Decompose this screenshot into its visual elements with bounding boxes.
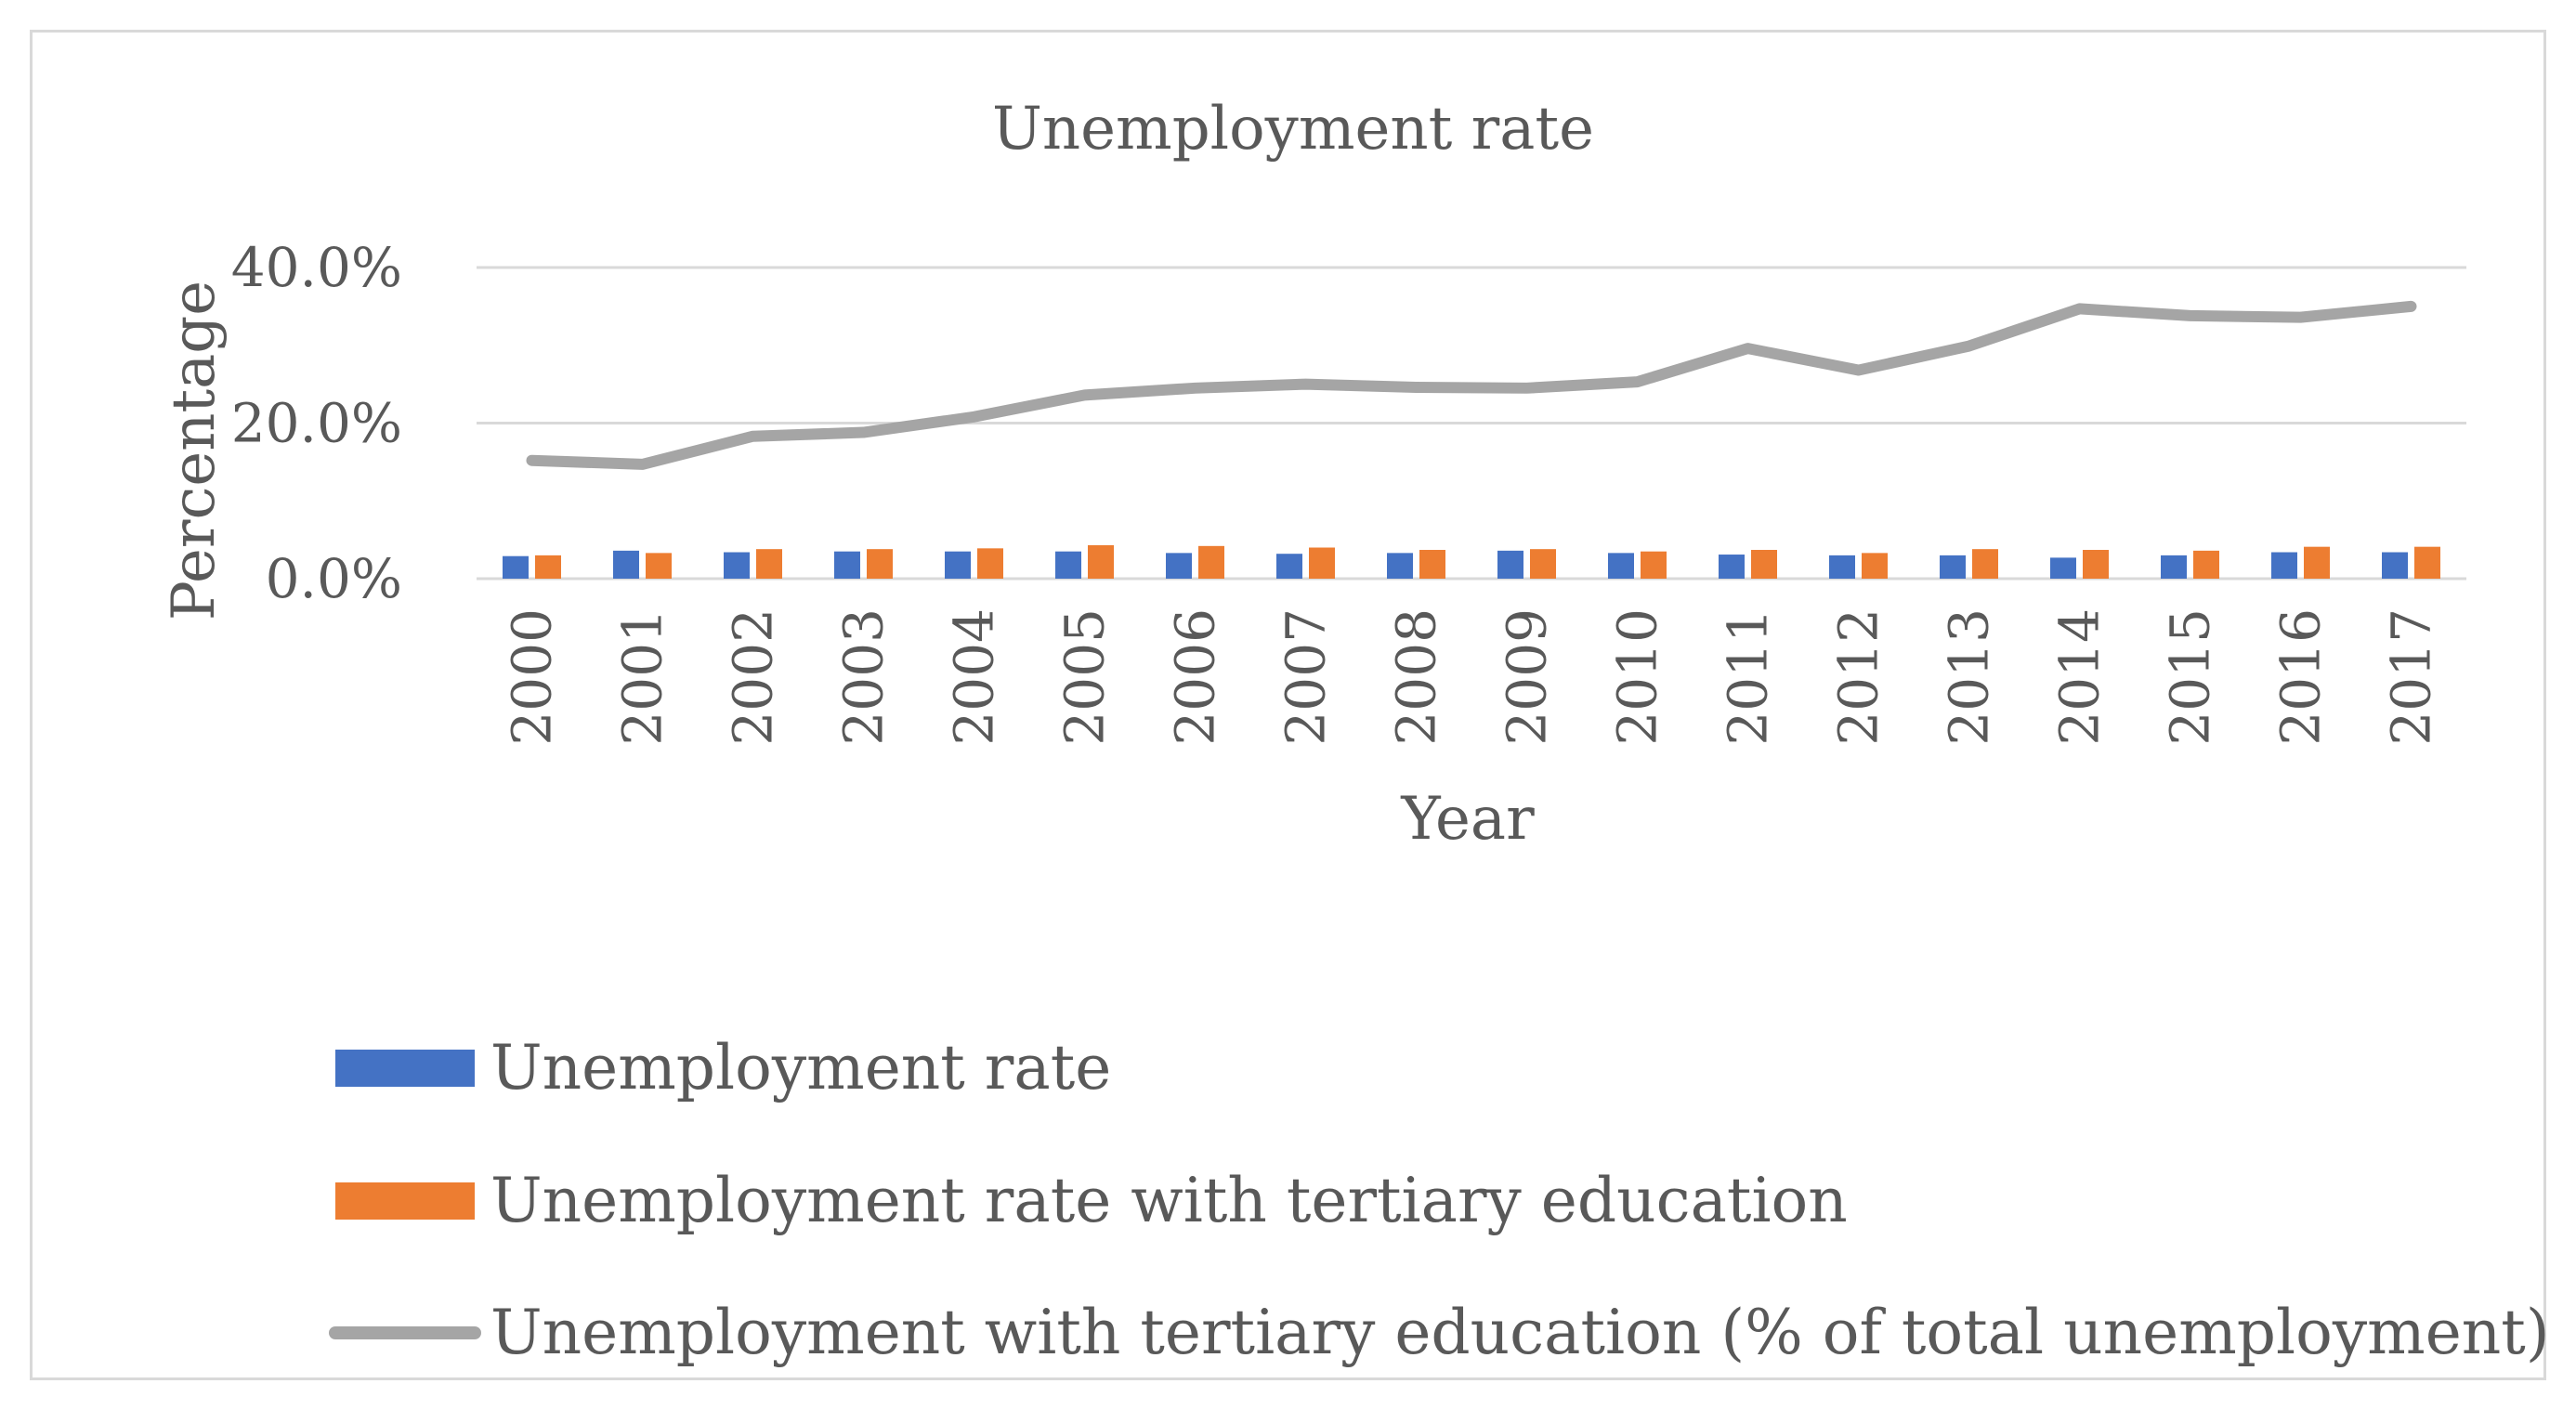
bar xyxy=(1862,553,1888,579)
bar xyxy=(613,550,639,579)
bar xyxy=(1419,550,1445,579)
bar xyxy=(1088,544,1114,579)
x-tick-label: 2009 xyxy=(1496,608,1559,746)
bar xyxy=(2050,557,2076,579)
bar xyxy=(2414,546,2440,579)
y-tick-label: 20.0% xyxy=(231,392,402,455)
bar xyxy=(1641,551,1667,579)
bar xyxy=(646,553,672,579)
x-tick-label: 2017 xyxy=(2380,608,2443,746)
bar xyxy=(1166,553,1192,579)
bar xyxy=(1530,549,1556,579)
y-axis-ticks: 0.0% 20.0% 40.0% xyxy=(231,236,402,610)
bar xyxy=(945,551,971,579)
bar xyxy=(1751,550,1777,579)
chart-frame: Unemployment rate 0.0% 20.0% 40.0% 2000 200… xyxy=(30,30,2549,1380)
x-tick-label: 2014 xyxy=(2048,608,2112,746)
y-tick-label: 0.0% xyxy=(266,547,402,610)
bar xyxy=(1497,550,1523,579)
legend-label: Unemployment with tertiary education (% … xyxy=(490,1297,2549,1368)
bar xyxy=(1940,555,1966,579)
legend-label: Unemployment rate xyxy=(490,1032,1111,1103)
x-tick-label: 2000 xyxy=(501,608,564,746)
bar xyxy=(1198,545,1224,579)
x-tick-label: 2003 xyxy=(832,608,896,746)
bar xyxy=(1972,549,1998,579)
y-axis-title: Percentage xyxy=(160,281,229,620)
bar xyxy=(1387,553,1413,579)
x-tick-label: 2012 xyxy=(1827,608,1890,746)
bar xyxy=(977,548,1003,579)
bar xyxy=(2161,555,2187,579)
bar xyxy=(535,555,561,579)
legend-swatch xyxy=(335,1182,475,1220)
x-axis-ticks: 2000 2001 2002 2003 2004 2005 2006 2007 2008 2009… xyxy=(501,608,2443,746)
x-tick-label: 2005 xyxy=(1053,608,1117,746)
x-tick-label: 2001 xyxy=(611,608,674,746)
legend-swatch xyxy=(335,1050,475,1087)
chart-svg: Unemployment rate 0.0%20.0%40.0% 2000 200… xyxy=(160,95,2549,1368)
gridlines xyxy=(477,266,2466,581)
bars xyxy=(503,544,2440,579)
series-line xyxy=(526,300,2417,470)
x-tick-label: 2008 xyxy=(1385,608,1448,746)
bar xyxy=(1309,547,1335,579)
bar xyxy=(2271,552,2297,579)
bar xyxy=(1608,553,1634,579)
bar xyxy=(1276,554,1302,579)
bar xyxy=(2083,550,2109,579)
bar xyxy=(2193,550,2219,579)
legend-label: Unemployment rate with tertiary educatio… xyxy=(490,1165,1848,1236)
legend: Unemployment rate Unemployment rate with … xyxy=(329,1032,2549,1368)
x-tick-label: 2010 xyxy=(1606,608,1669,746)
bar xyxy=(2304,546,2330,579)
bar xyxy=(2382,552,2408,579)
x-tick-label: 2002 xyxy=(722,608,785,746)
bar xyxy=(1055,551,1081,579)
x-tick-label: 2006 xyxy=(1164,608,1227,746)
x-tick-label: 2007 xyxy=(1275,608,1338,746)
bar xyxy=(503,555,529,579)
line-series xyxy=(526,300,2417,470)
x-tick-label: 2013 xyxy=(1938,608,2001,746)
bar xyxy=(1829,555,1855,579)
bar xyxy=(756,549,782,579)
x-axis-title: Year xyxy=(1400,785,1535,854)
x-tick-label: 2016 xyxy=(2269,608,2333,746)
x-tick-label: 2004 xyxy=(943,608,1006,746)
bar xyxy=(1719,555,1745,579)
bar xyxy=(867,549,893,579)
chart-title: Unemployment rate xyxy=(992,95,1594,163)
bar xyxy=(724,552,750,579)
y-tick-label: 40.0% xyxy=(231,236,402,299)
bar xyxy=(834,551,860,579)
x-tick-label: 2015 xyxy=(2159,608,2222,746)
x-tick-label: 2011 xyxy=(1717,608,1780,746)
